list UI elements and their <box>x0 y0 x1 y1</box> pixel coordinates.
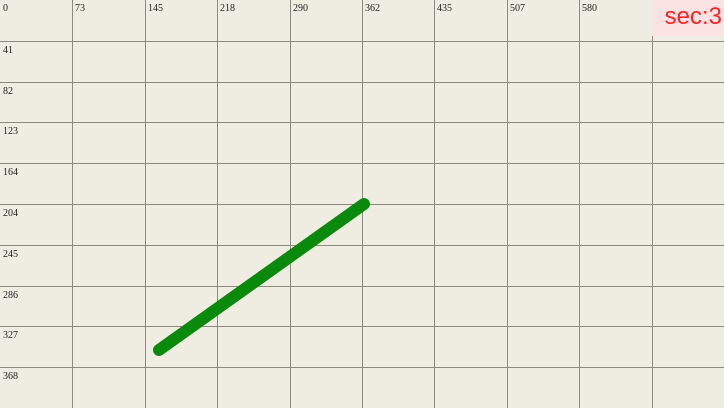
y-tick-label: 327 <box>3 330 18 341</box>
y-tick-label: 204 <box>3 208 18 219</box>
x-tick-label: 362 <box>365 3 380 14</box>
x-tick-label: 507 <box>510 3 525 14</box>
y-tick-label: 245 <box>3 249 18 260</box>
drawn-line <box>153 198 370 356</box>
y-tick-label: 368 <box>3 371 18 382</box>
y-tick-label: 41 <box>3 45 13 56</box>
x-tick-label: 145 <box>148 3 163 14</box>
y-tick-label: 164 <box>3 167 18 178</box>
y-tick-label: 123 <box>3 126 18 137</box>
x-tick-label: 435 <box>437 3 452 14</box>
x-tick-label: 0 <box>3 3 8 14</box>
y-tick-label: 82 <box>3 86 13 97</box>
y-tick-label: 286 <box>3 290 18 301</box>
timer-badge: sec:3 <box>652 0 724 36</box>
x-tick-label: 290 <box>293 3 308 14</box>
x-tick-label: 73 <box>75 3 85 14</box>
x-tick-label: 218 <box>220 3 235 14</box>
x-tick-label: 580 <box>582 3 597 14</box>
